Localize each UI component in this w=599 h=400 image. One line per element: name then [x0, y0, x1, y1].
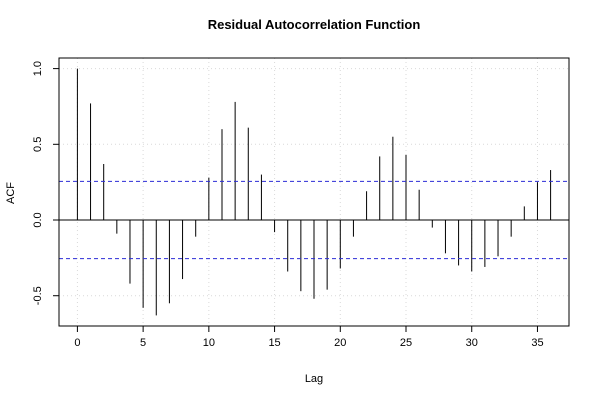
y-axis-label: ACF: [5, 182, 17, 204]
y-tick-label: 0.5: [32, 137, 44, 152]
y-tick-label: 1.0: [32, 61, 44, 76]
x-tick-label: 0: [74, 337, 80, 349]
x-tick-label: 5: [140, 337, 146, 349]
y-tick-label: 0.0: [32, 212, 44, 227]
axes: 0 5 10 15 20 25 30 35 -0.5 0.0 0.5 1.0: [32, 61, 544, 349]
x-tick-label: 20: [334, 337, 346, 349]
x-axis-label: Lag: [305, 373, 323, 385]
x-tick-label: 25: [400, 337, 412, 349]
x-tick-label: 30: [466, 337, 478, 349]
chart-title: Residual Autocorrelation Function: [208, 17, 421, 32]
x-tick-label: 10: [203, 337, 215, 349]
x-tick-label: 15: [268, 337, 280, 349]
confidence-bounds: [59, 180, 569, 260]
y-tick-label: -0.5: [32, 286, 44, 305]
x-tick-label: 35: [531, 337, 543, 349]
plot-frame: [58, 57, 570, 327]
acf-bars: [59, 68, 569, 316]
